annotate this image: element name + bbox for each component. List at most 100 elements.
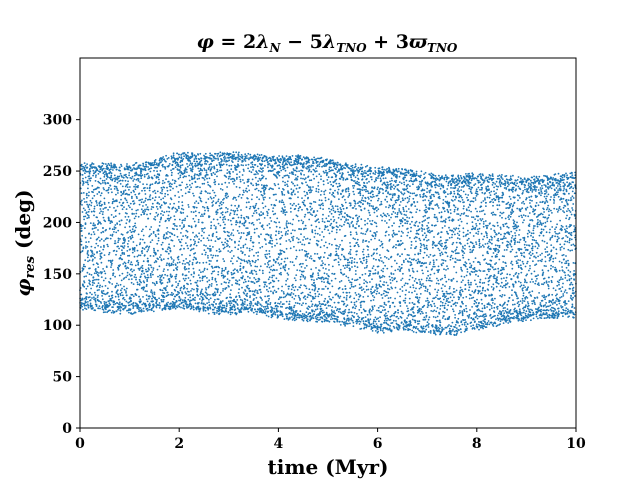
scatter-point — [114, 240, 116, 242]
scatter-point — [246, 261, 249, 264]
scatter-point — [250, 237, 252, 240]
scatter-point — [189, 254, 191, 257]
scatter-point — [171, 156, 173, 159]
scatter-point — [170, 258, 173, 260]
scatter-point — [332, 209, 335, 212]
scatter-point — [217, 254, 219, 257]
scatter-point — [110, 188, 112, 191]
scatter-point — [202, 205, 204, 208]
scatter-point — [316, 308, 319, 310]
scatter-point — [262, 198, 265, 201]
scatter-point — [102, 208, 105, 210]
scatter-point — [299, 206, 302, 209]
scatter-point — [150, 309, 153, 312]
scatter-point — [249, 290, 252, 292]
scatter-point — [174, 295, 177, 298]
scatter-point — [85, 287, 88, 290]
scatter-point — [244, 280, 247, 283]
scatter-point — [223, 155, 226, 158]
scatter-point — [169, 231, 171, 234]
scatter-point — [322, 208, 324, 211]
scatter-point — [135, 171, 138, 174]
scatter-point — [108, 186, 110, 189]
scatter-point — [84, 172, 86, 175]
scatter-point — [182, 211, 185, 214]
scatter-point — [199, 197, 202, 200]
scatter-point — [184, 263, 187, 265]
scatter-point — [109, 259, 112, 262]
scatter-point — [180, 164, 182, 167]
scatter-point — [127, 267, 130, 269]
scatter-point — [167, 293, 170, 296]
scatter-point — [226, 186, 229, 188]
scatter-point — [81, 174, 84, 176]
scatter-point — [237, 165, 240, 167]
scatter-point — [92, 191, 94, 194]
scatter-point — [210, 168, 213, 170]
scatter-point — [194, 181, 197, 184]
scatter-point — [81, 168, 84, 170]
scatter-point — [204, 209, 206, 212]
scatter-point — [261, 174, 263, 177]
scatter-point — [221, 300, 224, 302]
scatter-point — [322, 180, 325, 183]
scatter-point — [253, 173, 256, 176]
scatter-point — [178, 305, 181, 308]
scatter-point — [338, 213, 341, 216]
scatter-point — [329, 298, 331, 300]
scatter-point — [289, 247, 292, 250]
scatter-point — [134, 188, 137, 191]
scatter-point — [95, 174, 97, 177]
scatter-point — [132, 180, 135, 182]
scatter-point — [81, 305, 83, 308]
scatter-point — [261, 226, 264, 228]
scatter-point — [204, 152, 207, 155]
scatter-point — [125, 305, 127, 307]
scatter-point — [161, 159, 164, 162]
scatter-point — [200, 302, 203, 304]
scatter-point — [155, 302, 158, 305]
scatter-point — [235, 186, 238, 188]
scatter-point — [155, 300, 158, 303]
scatter-point — [274, 313, 277, 316]
scatter-point — [179, 241, 182, 244]
scatter-point — [188, 305, 191, 307]
scatter-point — [226, 193, 229, 195]
scatter-point — [167, 237, 169, 239]
scatter-point — [171, 163, 174, 166]
scatter-point — [194, 299, 196, 301]
scatter-point — [252, 212, 255, 215]
scatter-point — [225, 287, 228, 289]
scatter-point — [128, 225, 131, 228]
scatter-point — [333, 321, 336, 323]
scatter-point — [270, 316, 273, 319]
scatter-point — [195, 214, 197, 217]
scatter-point — [201, 221, 204, 224]
scatter-point — [279, 243, 282, 246]
scatter-point — [289, 156, 292, 159]
scatter-point — [328, 232, 331, 235]
scatter-point — [268, 276, 271, 279]
scatter-point — [297, 209, 300, 212]
scatter-point — [156, 208, 159, 210]
scatter-point — [174, 194, 177, 197]
scatter-point — [126, 243, 129, 245]
scatter-point — [131, 208, 133, 211]
scatter-point — [294, 229, 296, 232]
scatter-point — [308, 288, 311, 291]
scatter-point — [117, 294, 120, 296]
scatter-point — [323, 221, 326, 224]
scatter-point — [125, 267, 128, 270]
scatter-point — [150, 208, 153, 211]
scatter-point — [237, 156, 239, 159]
scatter-point — [346, 266, 348, 268]
scatter-point — [196, 285, 199, 288]
scatter-point — [264, 263, 266, 265]
scatter-point — [304, 213, 307, 216]
scatter-point — [138, 284, 141, 286]
scatter-point — [333, 301, 336, 304]
scatter-point — [192, 239, 195, 241]
scatter-point — [264, 196, 266, 199]
scatter-point — [222, 290, 224, 292]
scatter-point — [148, 176, 151, 179]
